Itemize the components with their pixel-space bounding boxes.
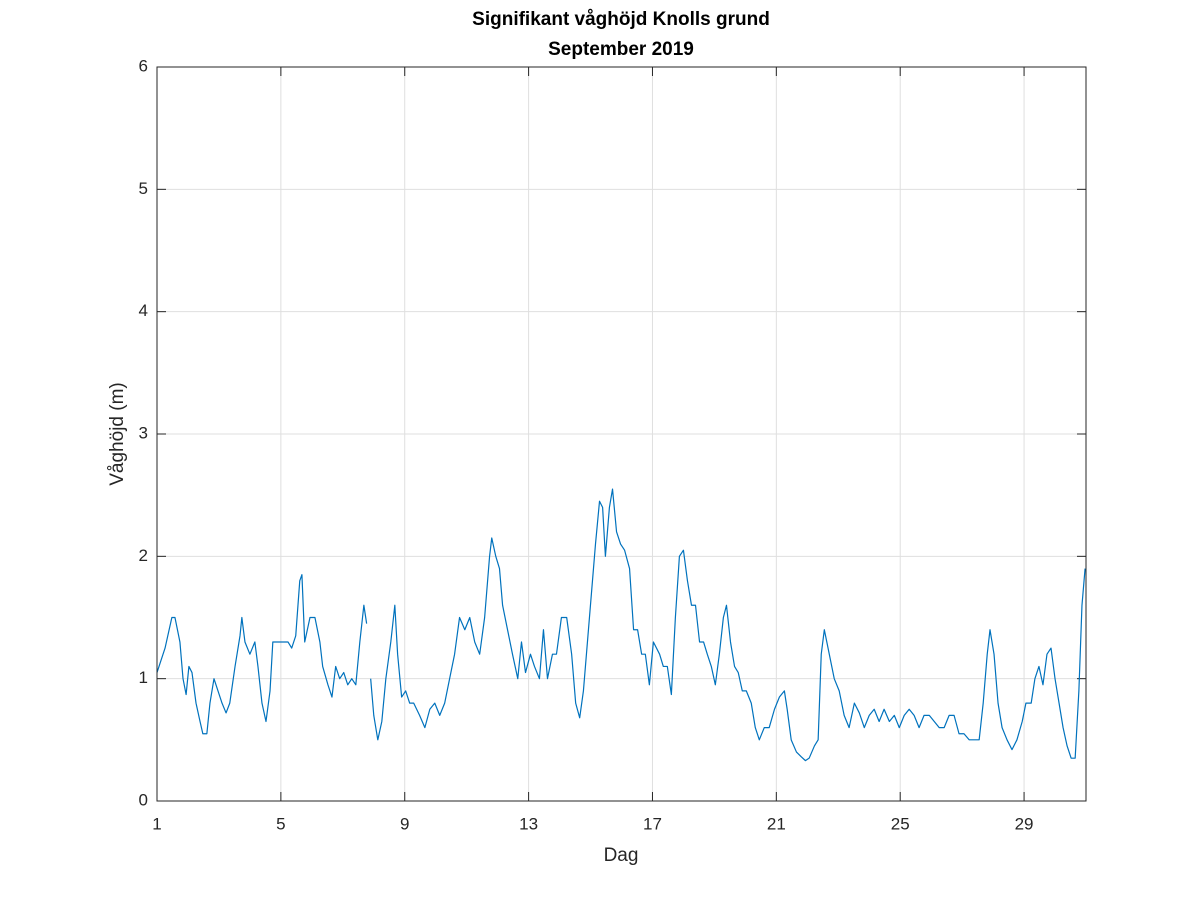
y-tick-label: 4: [139, 301, 148, 320]
y-axis-label: Våghöjd (m): [107, 382, 128, 486]
y-tick-label: 3: [139, 423, 148, 442]
y-tick-label: 6: [139, 56, 148, 75]
y-tick-label: 1: [139, 668, 148, 687]
y-tick-label: 5: [139, 179, 148, 198]
x-tick-label: 5: [276, 814, 285, 833]
chart-title: Signifikant våghöjd Knolls grund: [472, 9, 770, 30]
y-tick-label: 2: [139, 546, 148, 565]
data-line: [156, 488, 1086, 762]
x-tick-label: 17: [643, 814, 662, 833]
x-tick-label: 29: [1015, 814, 1034, 833]
x-tick-label: 25: [891, 814, 910, 833]
x-axis-label: Dag: [604, 845, 639, 866]
x-tick-label: 13: [519, 814, 538, 833]
x-tick-label: 1: [152, 814, 161, 833]
axes-box: [156, 66, 1087, 802]
x-tick-label: 21: [767, 814, 786, 833]
y-tick-label: 0: [139, 790, 148, 809]
chart-subtitle: September 2019: [548, 39, 694, 60]
x-tick-label: 9: [400, 814, 409, 833]
